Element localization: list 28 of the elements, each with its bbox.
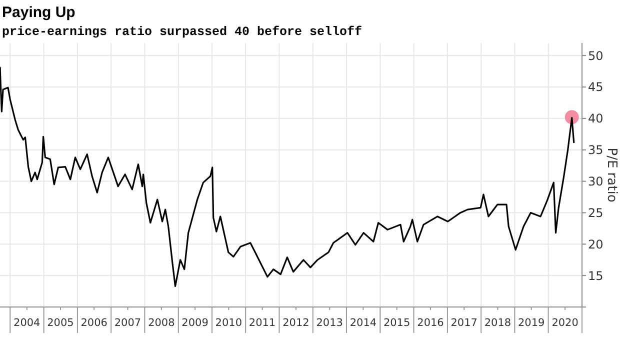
x-tick-label: 2006 — [80, 317, 108, 329]
x-tick-label: 2017 — [450, 317, 478, 329]
x-tick-label: 2004 — [14, 317, 41, 329]
x-tick-label: 2015 — [383, 317, 410, 329]
x-tick-label: 2010 — [215, 317, 242, 329]
y-axis-title: P/E ratio — [604, 148, 619, 202]
y-tick-label: 45 — [588, 80, 604, 94]
x-tick-label: 2012 — [282, 317, 310, 329]
x-tick-label: 2013 — [316, 317, 343, 329]
x-tick-label: 2019 — [518, 317, 545, 329]
y-tick-label: 25 — [588, 206, 604, 220]
x-tick-label: 2007 — [114, 317, 142, 329]
x-tick-label: 2008 — [148, 317, 175, 329]
x-tick-label: 2011 — [248, 317, 276, 329]
y-tick-label: 35 — [588, 143, 604, 158]
y-tick-label: 15 — [588, 268, 604, 283]
y-tick-label: 50 — [588, 48, 604, 63]
x-tick-label: 2020 — [552, 317, 578, 329]
y-tick-label: 30 — [588, 174, 604, 188]
x-tick-label: 2009 — [182, 317, 208, 329]
chart-subtitle: price-earnings ratio surpassed 40 before selloff — [2, 25, 362, 39]
y-tick-label: 20 — [588, 237, 604, 252]
chart-title: Paying Up — [2, 4, 76, 21]
x-tick-label: 2016 — [417, 317, 444, 329]
y-tick-label: 40 — [588, 112, 604, 126]
x-tick-label: 2014 — [350, 317, 377, 329]
x-tick-label: 2005 — [47, 317, 74, 329]
x-tick-label: 2018 — [484, 317, 512, 329]
